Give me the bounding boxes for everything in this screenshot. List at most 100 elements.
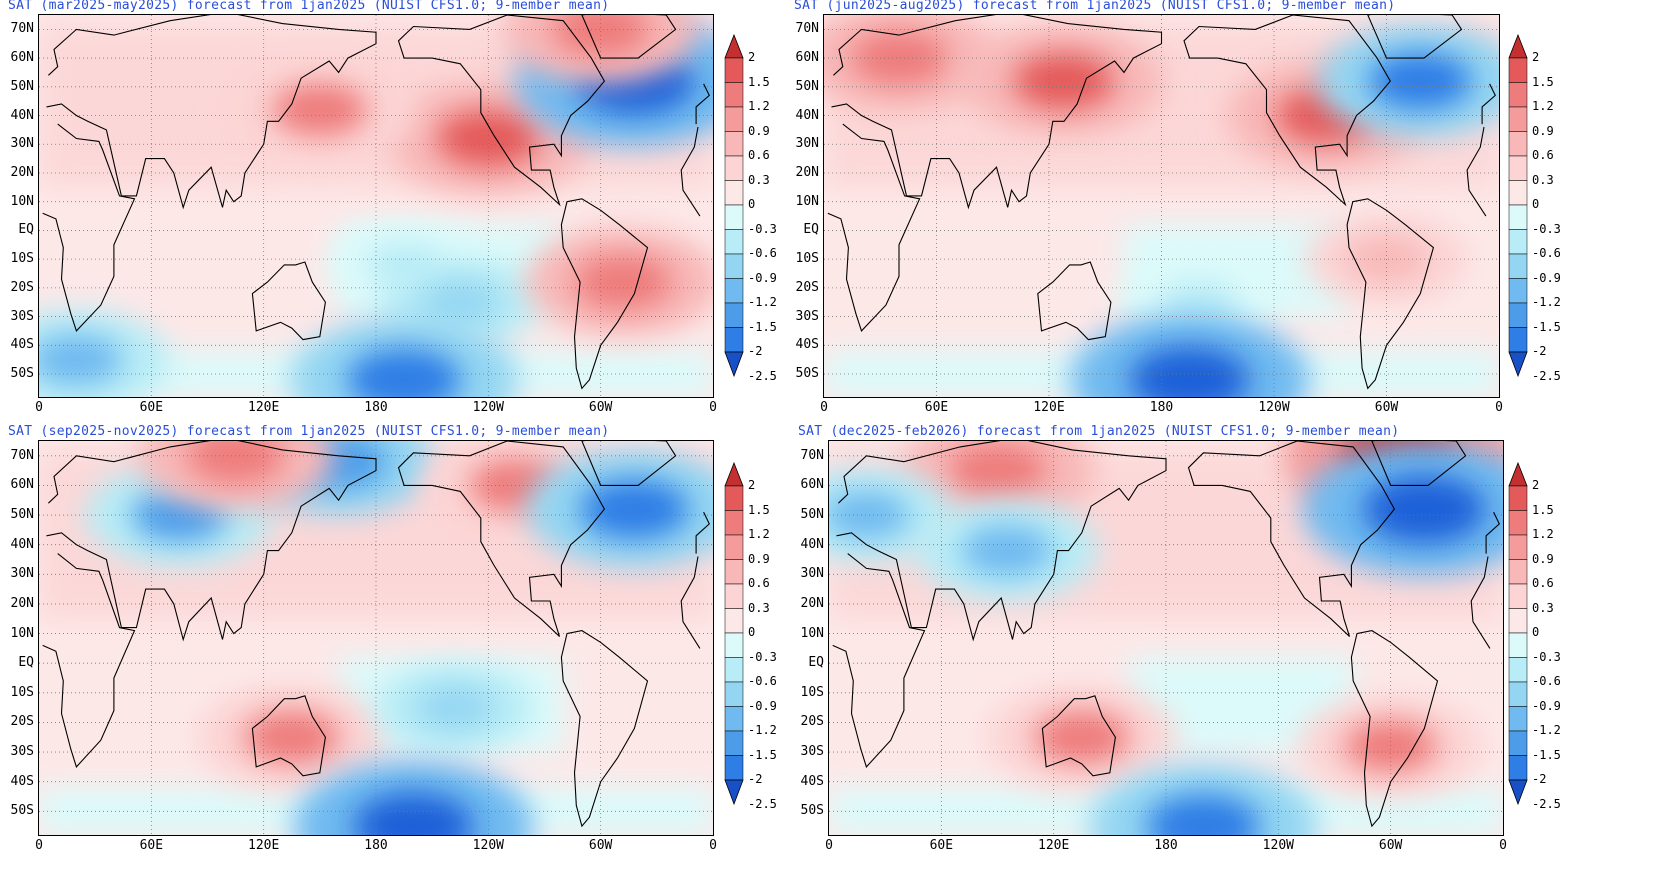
colorbar-swatch bbox=[724, 608, 744, 634]
lon-tick-label: 60E bbox=[139, 838, 164, 853]
coastline-australia bbox=[251, 695, 326, 777]
colorbar-label: -0.3 bbox=[748, 221, 777, 236]
coastline-greenland bbox=[1371, 441, 1467, 486]
colorbar-swatch bbox=[724, 485, 744, 511]
anomaly-labrador-cold bbox=[1363, 475, 1486, 543]
colorbar-label: -0.3 bbox=[1532, 221, 1561, 236]
lat-tick-label: 10S bbox=[795, 251, 819, 267]
colorbar-top-arrow bbox=[724, 461, 744, 487]
lon-tick-label: 180 bbox=[364, 400, 388, 415]
lat-tick-label: 30N bbox=[795, 136, 819, 152]
lat-tick-label: 70N bbox=[10, 21, 34, 37]
colorbar-label: 0.3 bbox=[748, 600, 770, 615]
anomaly-labrador-cold bbox=[580, 479, 689, 540]
colorbar-swatch bbox=[724, 57, 744, 83]
colorbar-label: 0.3 bbox=[748, 172, 770, 187]
lat-tick-label: 50N bbox=[795, 78, 819, 94]
coastline-australia bbox=[251, 261, 326, 341]
colorbar-label: 2 bbox=[1532, 478, 1540, 492]
colorbar-label: -1.2 bbox=[1532, 295, 1561, 309]
anomaly-southern-ocean-cold bbox=[353, 793, 474, 835]
coastline-north-america bbox=[1183, 15, 1391, 207]
anomaly-southern-ocean-cold bbox=[1129, 346, 1250, 397]
colorbar-label: 0 bbox=[1532, 197, 1540, 211]
lat-tick-label: 10S bbox=[10, 251, 34, 267]
colorbar-swatch bbox=[724, 155, 744, 181]
colorbar-label: 0 bbox=[748, 625, 756, 639]
lat-tick-label: 30S bbox=[800, 744, 824, 760]
lat-tick-label: 20N bbox=[10, 595, 34, 611]
colorbar-swatch bbox=[1508, 82, 1528, 108]
lat-tick-label: 40S bbox=[795, 337, 819, 353]
colorbar-label: -1.5 bbox=[748, 747, 777, 762]
colorbar-top-arrow bbox=[1508, 33, 1528, 59]
colorbar-swatch bbox=[724, 106, 744, 132]
lat-tick-label: 50S bbox=[800, 803, 824, 819]
anomaly-australia-warm bbox=[244, 710, 340, 764]
colorbar-label: 2 bbox=[748, 478, 756, 492]
colorbar-swatch bbox=[724, 706, 744, 732]
colorbar-swatch bbox=[1508, 632, 1528, 658]
colorbar-swatch bbox=[724, 657, 744, 683]
colorbar-label: -2.5 bbox=[748, 796, 777, 811]
lon-tick-label: 120E bbox=[248, 838, 280, 853]
anomaly-australia-warm bbox=[1034, 710, 1130, 764]
coastline-eurasia-0 bbox=[1481, 83, 1496, 125]
anomaly-europe-warm bbox=[850, 31, 948, 86]
lat-tick-label: 50S bbox=[10, 803, 34, 819]
panel-title: SAT (dec2025-feb2026) forecast from 1jan… bbox=[798, 424, 1400, 439]
colorbar-label: -2 bbox=[1532, 772, 1547, 786]
map-panel-1: SAT (mar2025-may2025) forecast from 1jan… bbox=[0, 0, 870, 430]
colorbar-swatch bbox=[724, 82, 744, 108]
lon-tick-label: 120W bbox=[1258, 400, 1290, 415]
colorbar-label: 1.2 bbox=[748, 527, 770, 541]
colorbar-label: -2.5 bbox=[1532, 368, 1561, 383]
lat-tick-label: 30N bbox=[10, 136, 34, 152]
colorbar-bottom-arrow bbox=[724, 351, 744, 378]
lon-tick-label: 120E bbox=[1033, 400, 1065, 415]
colorbar-swatches bbox=[1508, 461, 1528, 806]
colorbar-swatch bbox=[1508, 583, 1528, 609]
colorbar-swatches bbox=[724, 461, 744, 806]
lat-tick-label: 20N bbox=[800, 595, 824, 611]
colorbar-swatch bbox=[1508, 57, 1528, 83]
colorbar-label: -1.2 bbox=[748, 723, 777, 737]
lat-tick-label: 50N bbox=[10, 507, 34, 523]
colorbar-label: 1.2 bbox=[1532, 527, 1554, 541]
coastline-north-america bbox=[397, 441, 606, 637]
colorbar-label: 0.9 bbox=[748, 551, 770, 566]
colorbar-label: -0.9 bbox=[748, 270, 777, 285]
colorbar-swatch bbox=[724, 204, 744, 230]
anomaly-map bbox=[39, 441, 713, 835]
lat-tick-label: 70N bbox=[800, 447, 824, 463]
lon-tick-label: 180 bbox=[364, 838, 388, 853]
lon-tick-label: 0 bbox=[35, 400, 43, 415]
gridlines bbox=[824, 15, 1499, 397]
lat-tick-label: EQ bbox=[803, 222, 819, 238]
colorbar-label: 0.6 bbox=[748, 148, 770, 162]
lon-tick-label: 120W bbox=[1262, 838, 1294, 853]
lon-tick-label: 120W bbox=[472, 838, 504, 853]
coastline-africa-1 bbox=[42, 123, 136, 332]
map-plot-area bbox=[38, 14, 714, 398]
colorbar-label: -0.3 bbox=[748, 649, 777, 664]
gridlines bbox=[39, 15, 713, 397]
colorbar-swatch bbox=[724, 180, 744, 206]
colorbar-swatch bbox=[1508, 608, 1528, 634]
colorbar-label: -2 bbox=[748, 772, 763, 786]
colorbar-bottom-arrow bbox=[1508, 351, 1528, 378]
anomaly-japan-warm bbox=[272, 83, 368, 137]
lat-tick-label: 60N bbox=[10, 477, 34, 493]
colorbar-label: -0.9 bbox=[1532, 270, 1561, 285]
lat-tick-label: 30S bbox=[10, 308, 34, 324]
lon-tick-label: 60W bbox=[588, 838, 613, 853]
lat-tick-label: 10S bbox=[10, 684, 34, 700]
lon-tick-label: 60E bbox=[929, 838, 954, 853]
lat-tick-label: 40S bbox=[10, 337, 34, 353]
colorbar-label: -0.9 bbox=[1532, 698, 1561, 713]
lon-tick-label: 0 bbox=[820, 400, 828, 415]
colorbar: 2 1.5 1.2 0.9 0.6 0.3 0 -0.3 -0.6 -0.9 -1.2 -1.5 -2 -… bbox=[724, 461, 777, 812]
lat-tick-label: 40S bbox=[800, 773, 824, 789]
lat-tick-label: 50S bbox=[795, 366, 819, 382]
